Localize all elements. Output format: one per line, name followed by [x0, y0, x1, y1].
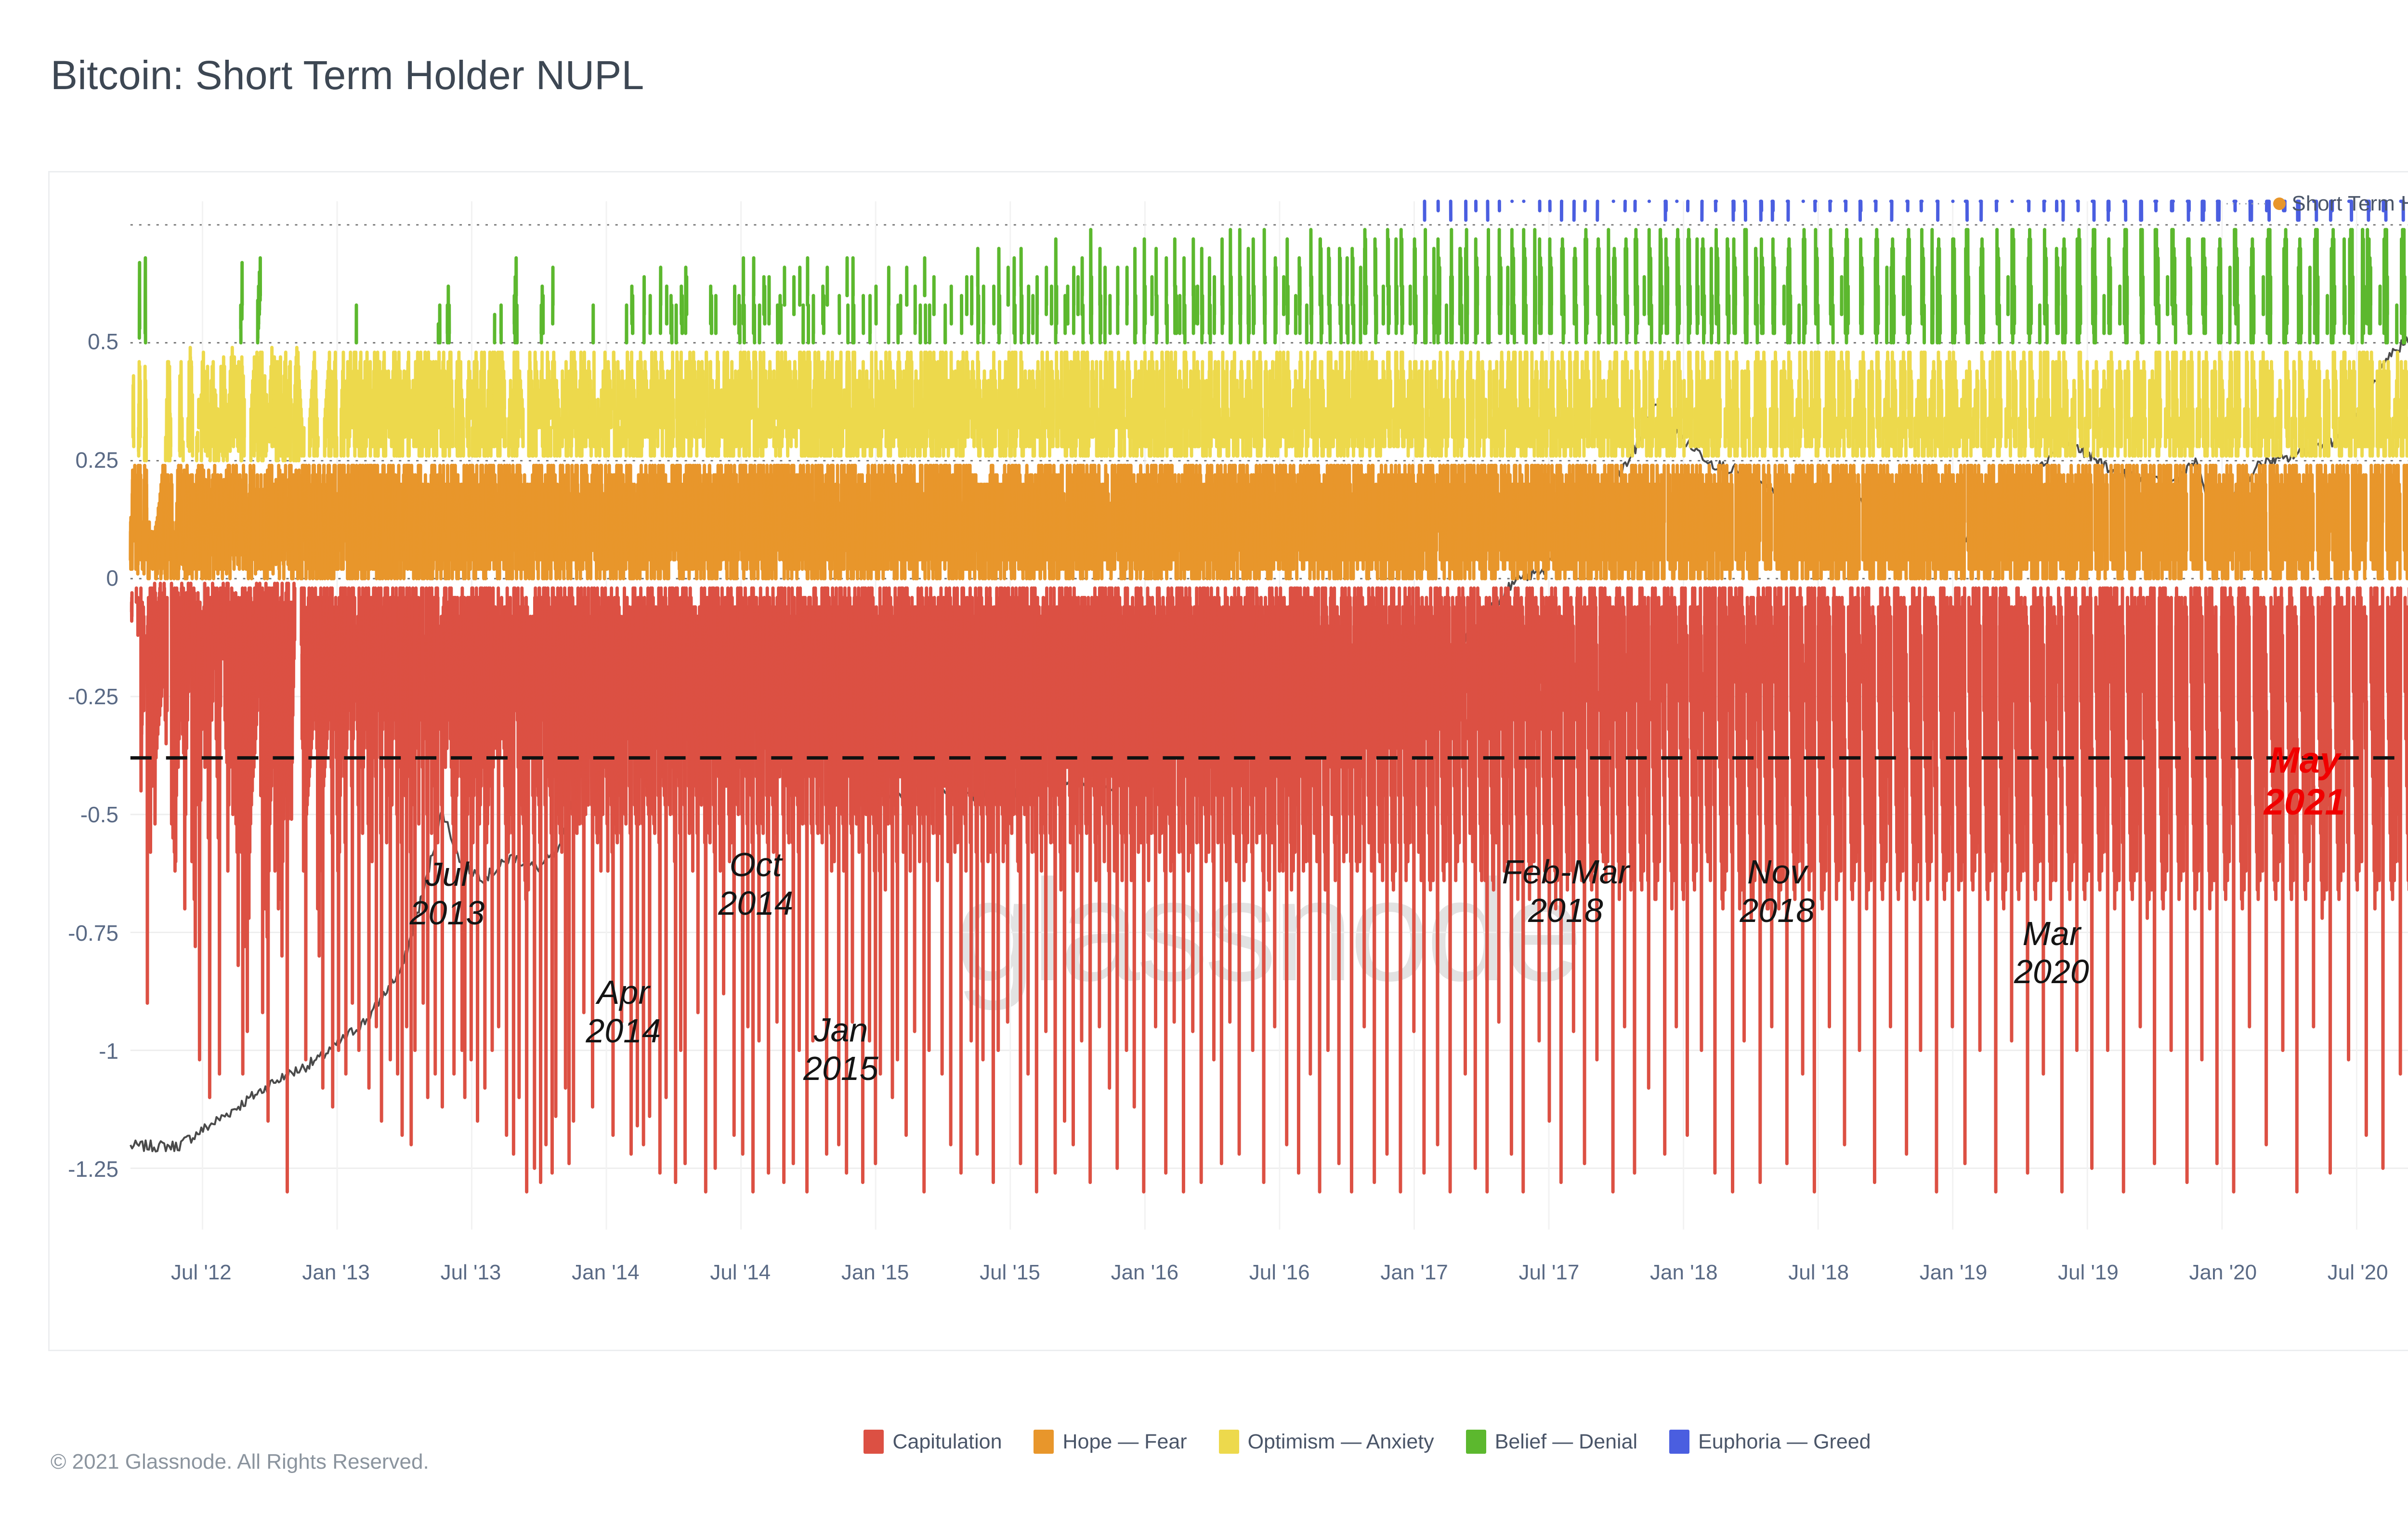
- nupl-segment: [179, 360, 183, 444]
- nupl-segment: [435, 586, 440, 845]
- nupl-segment: [1011, 595, 1016, 816]
- nupl-segment: [131, 374, 136, 448]
- chart-svg: [129, 199, 2408, 1230]
- plot-area: glassnode: [50, 172, 2408, 1350]
- chart-panel: glassnode: [48, 171, 2408, 1351]
- page-title: Bitcoin: Short Term Holder NUPL: [51, 53, 644, 98]
- nupl-segment: [207, 633, 212, 1099]
- nupl-segment: [138, 473, 143, 562]
- nupl-line: [129, 199, 2408, 1194]
- nupl-segment: [202, 369, 207, 439]
- nupl-segment: [137, 261, 142, 340]
- nupl-segment: [1018, 595, 1022, 1166]
- nupl-segment: [144, 468, 149, 562]
- nupl-segment: [136, 463, 140, 566]
- nupl-segment: [139, 586, 144, 793]
- nupl-segment: [130, 591, 134, 623]
